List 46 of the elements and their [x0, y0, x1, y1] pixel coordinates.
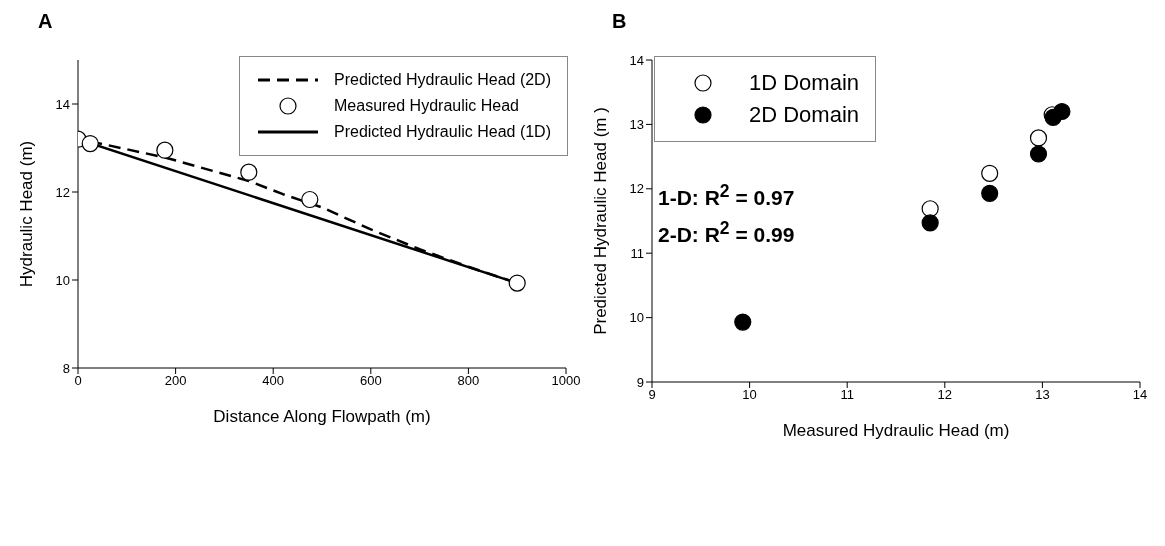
legend-label: Predicted Hydraulic Head (1D): [334, 122, 551, 142]
y-tick-label: 10: [629, 310, 644, 326]
point: [981, 164, 999, 182]
chart-title: A: [38, 10, 53, 33]
y-axis-title: Hydraulic Head (m): [17, 140, 37, 288]
x-tick-label: 14: [1132, 387, 1148, 403]
y-axis-title: Predicted Hydraulic Head (m ): [591, 107, 611, 335]
y-tick-label: 8: [62, 360, 70, 376]
x-tick-label: 600: [359, 373, 382, 389]
point: [81, 135, 99, 153]
x-tick-label: 200: [164, 373, 187, 389]
y-tick-label: 14: [629, 52, 644, 68]
annotation: 2-D: R$^{2}$ = 0.99: [658, 217, 795, 248]
x-axis-title: Measured Hydraulic Head (m): [782, 421, 1010, 440]
y-tick-label: 11: [630, 245, 644, 261]
x-tick-label: 800: [457, 373, 480, 389]
point: [156, 141, 174, 159]
point: [508, 274, 526, 292]
x-tick-label: 0: [74, 373, 82, 389]
y-tick-label: 10: [55, 272, 70, 288]
point: [921, 214, 939, 232]
y-tick-label: 12: [55, 184, 70, 200]
legend-label: Predicted Hydraulic Head (2D): [334, 70, 551, 90]
x-tick-label: 11: [840, 387, 854, 403]
y-tick-label: 14: [55, 96, 70, 112]
x-tick-label: 12: [937, 387, 953, 403]
point: [1029, 145, 1048, 163]
x-tick-label: 1000: [551, 373, 581, 389]
legend-label: 2D Domain: [749, 101, 860, 129]
point: [734, 313, 752, 331]
x-axis-title: Distance Along Flowpath (m): [213, 407, 431, 426]
x-tick-label: 13: [1035, 387, 1050, 403]
y-tick-label: 12: [629, 181, 644, 197]
legend-label: Measured Hydraulic Head: [334, 96, 519, 116]
point: [240, 163, 258, 181]
chart-title: B: [612, 10, 627, 33]
x-tick-label: 9: [648, 387, 656, 403]
x-tick-label: 400: [262, 373, 285, 389]
y-tick-label: 13: [629, 117, 644, 133]
point: [1029, 129, 1048, 147]
x-tick-label: 10: [742, 387, 757, 403]
point: [1053, 102, 1071, 121]
annotation: 1-D: R$^{2}$ = 0.97: [658, 180, 795, 211]
point: [301, 190, 319, 209]
legend-label: 1D Domain: [749, 69, 860, 97]
point: [981, 184, 999, 202]
